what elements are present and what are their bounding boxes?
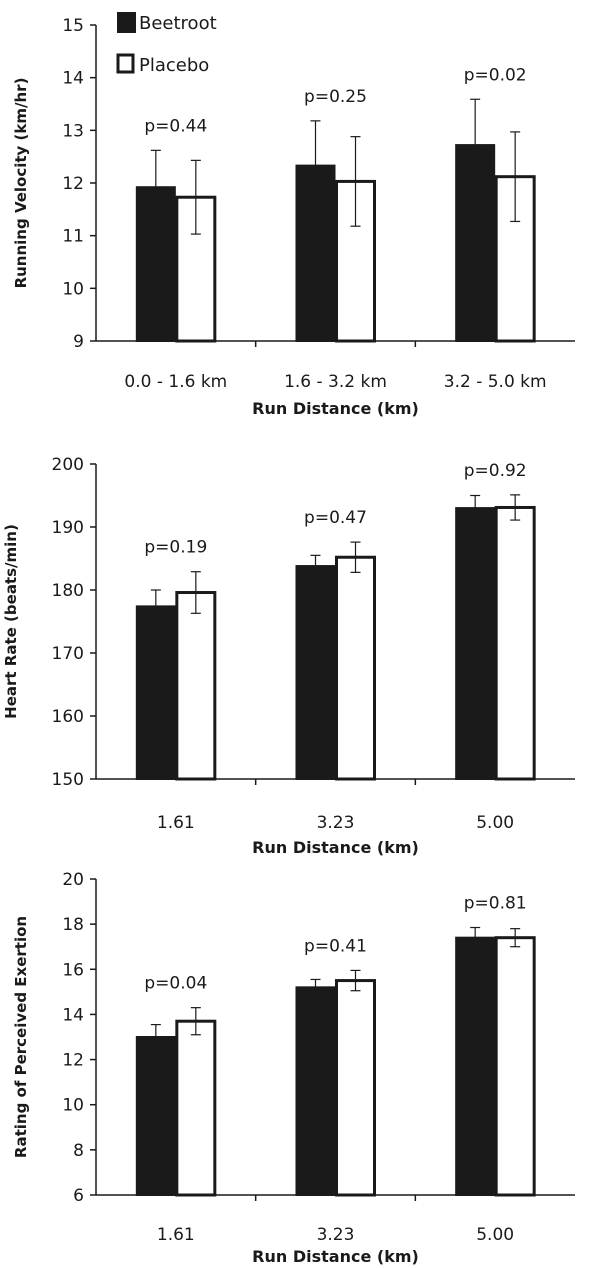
velocity-ytick-label-6: 15 <box>62 16 84 36</box>
velocity-p-value-2: p=0.02 <box>464 65 527 85</box>
velocity-ytick-label-2: 11 <box>62 227 84 247</box>
exertion-bar-beetroot-1 <box>295 986 336 1196</box>
velocity-ytick-label-1: 10 <box>62 279 84 299</box>
chart-heart-rate: 150 160 170 180 190 200 p=0.19 1.61 p=0.47 3.23 p=… <box>2 455 575 857</box>
heart-rate-bar-beetroot-1 <box>295 565 336 780</box>
heart-rate-x-axis-title: Run Distance (km) <box>252 838 419 857</box>
heart-rate-ytick-label-1: 160 <box>52 707 84 727</box>
exertion-bar-placebo-1 <box>335 979 376 1197</box>
heart-rate-bar-placebo-0 <box>175 591 217 781</box>
velocity-ytick-label-5: 14 <box>62 69 84 89</box>
chart-perceived-exertion: 6 8 10 12 14 16 18 20 p=0.04 1.61 p=0.41 3.23 p=0.81… <box>12 870 575 1266</box>
velocity-bar-beetroot-1 <box>295 164 336 342</box>
heart-rate-ytick-label-0: 150 <box>52 770 84 790</box>
velocity-ytick-label-4: 13 <box>62 121 84 141</box>
exertion-ytick-label-2: 10 <box>62 1096 84 1116</box>
heart-rate-ytick-label-5: 200 <box>52 455 84 475</box>
exertion-ytick-label-4: 14 <box>62 1005 84 1025</box>
legend-swatch-beetroot <box>117 12 136 33</box>
exertion-ytick-label-5: 16 <box>62 960 84 980</box>
heart-rate-p-value-0: p=0.19 <box>144 538 207 558</box>
heart-rate-ytick-label-3: 180 <box>52 581 84 601</box>
velocity-bar-beetroot-2 <box>455 144 496 342</box>
chart-running-velocity: 9 10 11 12 13 14 15 p=0.44 0.0 - 1.6 km p=0.25 1.6… <box>12 16 575 418</box>
exertion-ytick-label-0: 6 <box>73 1186 84 1206</box>
velocity-category-label-2: 3.2 - 5.0 km <box>444 372 547 392</box>
exertion-ytick-label-1: 8 <box>73 1141 84 1161</box>
velocity-y-axis-title: Running Velocity (km/hr) <box>12 78 30 289</box>
heart-rate-ytick-label-2: 170 <box>52 644 84 664</box>
exertion-category-label-2: 5.00 <box>476 1225 514 1245</box>
heart-rate-category-label-2: 5.00 <box>476 813 514 833</box>
exertion-ytick-label-3: 12 <box>62 1051 84 1071</box>
velocity-ytick-label-0: 9 <box>73 332 84 352</box>
heart-rate-category-label-1: 3.23 <box>317 813 355 833</box>
exertion-bar-placebo-0 <box>175 1019 217 1197</box>
velocity-ytick-label-3: 12 <box>62 174 84 194</box>
exertion-p-value-2: p=0.81 <box>464 894 527 914</box>
heart-rate-p-value-2: p=0.92 <box>464 461 527 481</box>
heart-rate-bar-placebo-1 <box>335 555 376 781</box>
legend-label-placebo: Placebo <box>139 55 209 76</box>
heart-rate-bar-beetroot-0 <box>135 605 176 780</box>
legend-label-beetroot: Beetroot <box>139 13 217 34</box>
velocity-category-label-0: 0.0 - 1.6 km <box>124 372 227 392</box>
exertion-ytick-label-7: 20 <box>62 870 84 890</box>
exertion-x-axis-title: Run Distance (km) <box>252 1247 419 1266</box>
heart-rate-category-label-0: 1.61 <box>157 813 195 833</box>
heart-rate-bar-beetroot-2 <box>455 507 496 780</box>
heart-rate-ytick-label-4: 190 <box>52 518 84 538</box>
heart-rate-p-value-1: p=0.47 <box>304 508 367 528</box>
exertion-bar-beetroot-2 <box>455 936 496 1197</box>
legend: Beetroot Placebo <box>116 12 217 76</box>
exertion-y-axis-title: Rating of Perceived Exertion <box>12 916 30 1158</box>
exertion-category-label-1: 3.23 <box>317 1225 355 1245</box>
exertion-p-value-0: p=0.04 <box>144 974 207 994</box>
exertion-bar-placebo-2 <box>494 936 536 1197</box>
velocity-x-axis-title: Run Distance (km) <box>252 399 419 418</box>
velocity-p-value-0: p=0.44 <box>144 116 207 136</box>
velocity-p-value-1: p=0.25 <box>304 87 367 107</box>
legend-swatch-placebo <box>116 53 135 74</box>
exertion-ytick-label-6: 18 <box>62 915 84 935</box>
heart-rate-y-axis-title: Heart Rate (beats/min) <box>2 524 20 719</box>
velocity-bar-beetroot-0 <box>135 186 176 342</box>
exertion-p-value-1: p=0.41 <box>304 936 367 956</box>
exertion-category-label-0: 1.61 <box>157 1225 195 1245</box>
heart-rate-bar-placebo-2 <box>494 505 536 781</box>
velocity-category-label-1: 1.6 - 3.2 km <box>284 372 387 392</box>
exertion-bar-beetroot-0 <box>135 1036 176 1196</box>
